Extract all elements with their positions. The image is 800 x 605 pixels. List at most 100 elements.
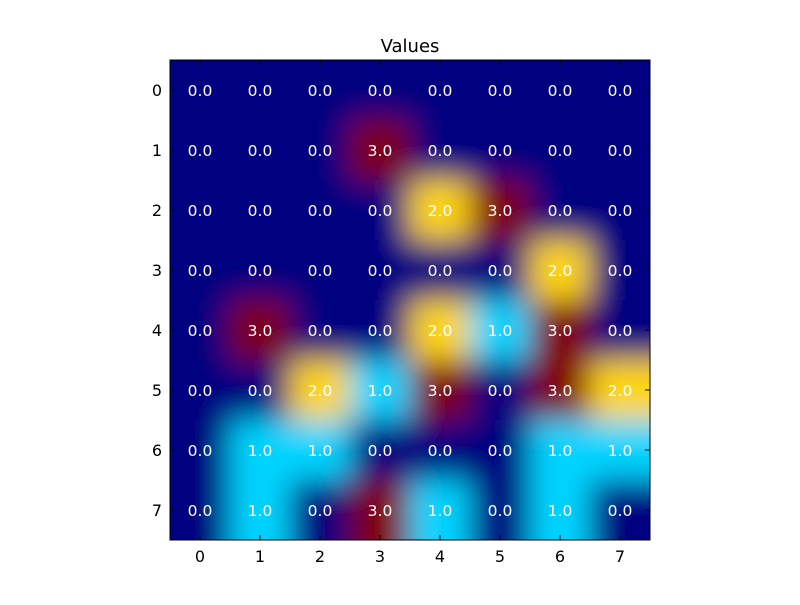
heatmap-cell bbox=[590, 120, 650, 181]
heatmap-cell bbox=[590, 360, 650, 421]
heatmap-cell bbox=[290, 360, 351, 421]
cell-value-label: 0.0 bbox=[188, 82, 213, 100]
cell-value-label: 0.0 bbox=[608, 502, 633, 520]
plot-frame bbox=[169, 59, 651, 541]
x-tick-label: 6 bbox=[555, 547, 565, 566]
cell-value-label: 2.0 bbox=[428, 202, 453, 220]
heatmap-cell bbox=[170, 60, 231, 121]
heatmap-cell bbox=[590, 480, 650, 540]
heatmap-cell bbox=[530, 60, 591, 121]
cell-value-label: 0.0 bbox=[428, 262, 453, 280]
heatmap-cell bbox=[170, 300, 231, 361]
heatmap-cell bbox=[350, 300, 411, 361]
heatmap-cell bbox=[350, 60, 411, 121]
heatmap-cell bbox=[290, 180, 351, 241]
cell-value-label: 3.0 bbox=[368, 142, 393, 160]
heatmap-cell bbox=[290, 420, 351, 481]
heatmap-cell bbox=[530, 360, 591, 421]
cell-value-label: 0.0 bbox=[308, 502, 333, 520]
cell-value-label: 1.0 bbox=[548, 442, 573, 460]
x-tick-label: 7 bbox=[615, 547, 625, 566]
cell-value-label: 1.0 bbox=[308, 442, 333, 460]
cell-value-label: 3.0 bbox=[428, 382, 453, 400]
cell-value-label: 2.0 bbox=[428, 322, 453, 340]
heatmap-cell bbox=[590, 420, 650, 481]
heatmap-cell bbox=[290, 300, 351, 361]
heatmap-cell bbox=[410, 180, 471, 241]
cell-value-label: 0.0 bbox=[308, 322, 333, 340]
cell-value-label: 3.0 bbox=[548, 382, 573, 400]
cell-value-label: 0.0 bbox=[368, 322, 393, 340]
y-tick-label: 6 bbox=[152, 441, 162, 460]
cell-value-label: 0.0 bbox=[428, 82, 453, 100]
cell-value-label: 0.0 bbox=[488, 142, 513, 160]
cell-value-label: 0.0 bbox=[308, 202, 333, 220]
cell-value-label: 0.0 bbox=[488, 502, 513, 520]
heatmap-cell bbox=[470, 120, 531, 181]
cell-value-label: 0.0 bbox=[488, 262, 513, 280]
heatmap-cell bbox=[590, 60, 650, 121]
cell-value-label: 0.0 bbox=[608, 322, 633, 340]
y-tick-label: 7 bbox=[152, 501, 162, 520]
cell-value-label: 0.0 bbox=[188, 142, 213, 160]
heatmap-cell bbox=[410, 120, 471, 181]
heatmap-cell bbox=[170, 360, 231, 421]
x-tick-label: 5 bbox=[495, 547, 505, 566]
heatmap-cell bbox=[470, 360, 531, 421]
cell-value-label: 3.0 bbox=[368, 502, 393, 520]
cell-value-label: 0.0 bbox=[248, 262, 273, 280]
cell-value-label: 0.0 bbox=[428, 142, 453, 160]
cell-value-label: 3.0 bbox=[548, 322, 573, 340]
cell-value-label: 1.0 bbox=[248, 442, 273, 460]
heatmap-cell bbox=[530, 180, 591, 241]
cell-value-label: 2.0 bbox=[308, 382, 333, 400]
y-tick-label: 2 bbox=[152, 201, 162, 220]
heatmap-cell bbox=[530, 240, 591, 301]
cell-value-label: 0.0 bbox=[248, 202, 273, 220]
cell-value-label: 0.0 bbox=[548, 142, 573, 160]
heatmap-cell bbox=[230, 360, 291, 421]
cell-value-label: 1.0 bbox=[548, 502, 573, 520]
x-tick-label: 4 bbox=[435, 547, 445, 566]
heatmap-cell bbox=[410, 60, 471, 121]
cell-value-label: 0.0 bbox=[248, 82, 273, 100]
x-tick-label: 3 bbox=[375, 547, 385, 566]
y-tick-label: 1 bbox=[152, 141, 162, 160]
heatmap-cell bbox=[470, 60, 531, 121]
heatmap-cell bbox=[350, 480, 411, 540]
heatmap-cell bbox=[350, 180, 411, 241]
heatmap-cell bbox=[230, 120, 291, 181]
y-tick-label: 5 bbox=[152, 381, 162, 400]
heatmap-cell bbox=[530, 120, 591, 181]
cell-value-label: 0.0 bbox=[548, 202, 573, 220]
heatmap-cell bbox=[470, 240, 531, 301]
heatmap-cell bbox=[590, 300, 650, 361]
heatmap-cell bbox=[410, 420, 471, 481]
heatmap-cell bbox=[230, 300, 291, 361]
cell-value-label: 0.0 bbox=[188, 322, 213, 340]
y-tick-label: 4 bbox=[152, 321, 162, 340]
heatmap-cell bbox=[170, 120, 231, 181]
chart-title: Values bbox=[381, 36, 440, 57]
heatmap-cell bbox=[410, 360, 471, 421]
plot-area: 0.0 0.0 0.0 0.0 0.0 0.0 0.0 0.0 0.0 0.0 0.0 3.0 0.0 0… bbox=[169, 59, 651, 541]
cell-value-label: 1.0 bbox=[428, 502, 453, 520]
heatmap-cell bbox=[530, 420, 591, 481]
cell-value-label: 1.0 bbox=[248, 502, 273, 520]
cell-labels: 0.0 0.0 0.0 0.0 0.0 0.0 0.0 0.0 0.0 0.0 0.0 3.0 0.0 0… bbox=[188, 82, 633, 520]
cell-value-label: 0.0 bbox=[248, 142, 273, 160]
heatmap-cell bbox=[290, 120, 351, 181]
heatmap-cell bbox=[290, 60, 351, 121]
cell-value-label: 0.0 bbox=[608, 202, 633, 220]
heatmap-cell bbox=[350, 120, 411, 181]
cell-value-label: 0.0 bbox=[308, 142, 333, 160]
heatmap-cell bbox=[410, 480, 471, 540]
cell-value-label: 0.0 bbox=[308, 262, 333, 280]
cell-value-label: 0.0 bbox=[608, 142, 633, 160]
heatmap-cell bbox=[410, 240, 471, 301]
heatmap-cell bbox=[290, 480, 351, 540]
cell-value-label: 0.0 bbox=[188, 502, 213, 520]
cell-value-label: 0.0 bbox=[488, 442, 513, 460]
cell-value-label: 2.0 bbox=[548, 262, 573, 280]
